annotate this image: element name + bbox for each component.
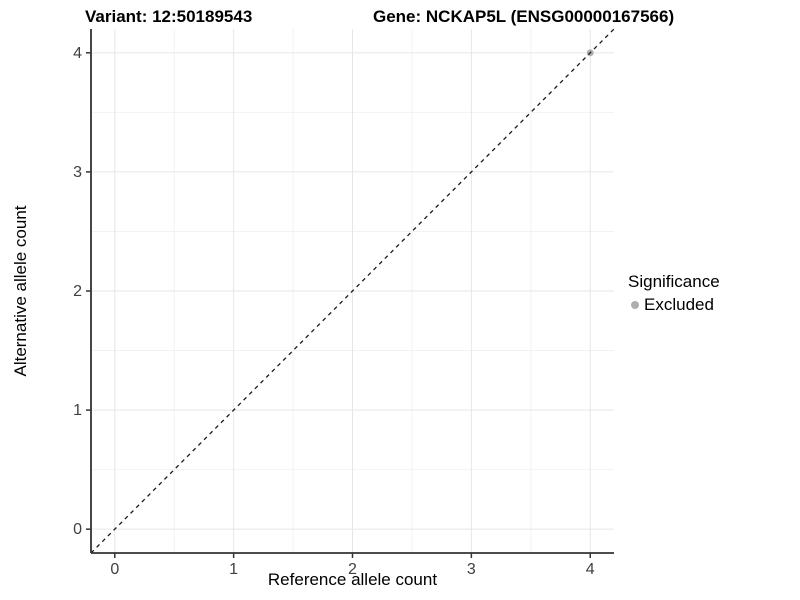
plot-title-gene: Gene: NCKAP5L (ENSG00000167566): [373, 7, 675, 26]
legend: Significance Excluded: [628, 272, 720, 315]
legend-item-excluded: Excluded: [628, 295, 720, 315]
excluded-point-icon: [631, 301, 639, 309]
x-tick-label: 1: [229, 561, 238, 578]
x-axis-title: Reference allele count: [267, 570, 438, 589]
y-tick-label: 4: [73, 45, 82, 62]
identity-line: [90, 28, 615, 554]
plot-title-variant: Variant: 12:50189543: [85, 7, 253, 26]
y-axis-title: Alternative allele count: [11, 205, 30, 377]
y-tick-label: 3: [73, 164, 82, 181]
y-tick-label: 2: [73, 283, 82, 300]
x-tick-label: 3: [467, 561, 476, 578]
x-tick-label: 0: [110, 561, 119, 578]
x-tick-label: 2: [348, 561, 357, 578]
y-tick-label: 0: [73, 521, 82, 538]
y-tick-label: 1: [73, 402, 82, 419]
legend-item-label: Excluded: [644, 295, 714, 314]
x-tick-label: 4: [586, 561, 595, 578]
legend-title: Significance: [628, 272, 720, 291]
